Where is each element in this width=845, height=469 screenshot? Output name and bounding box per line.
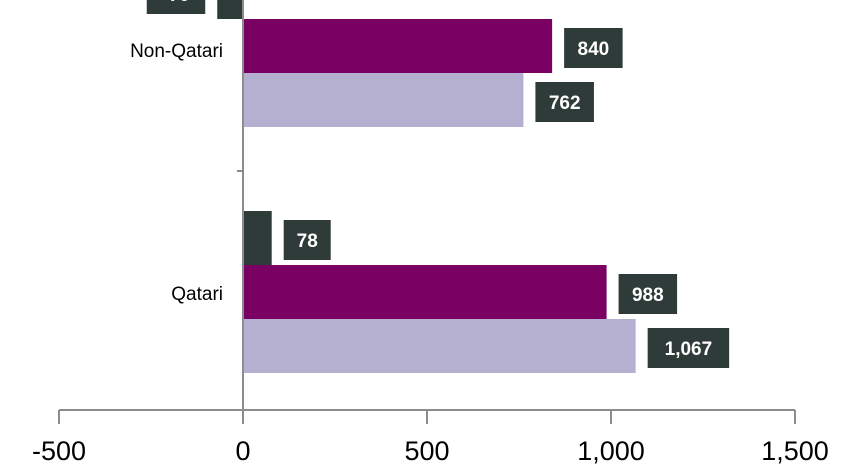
data-label-box (146, 0, 206, 14)
data-label-box (535, 82, 594, 122)
bar-qatari-1 (243, 265, 607, 319)
data-label: 988 (632, 285, 664, 306)
data-label: 78 (297, 231, 318, 252)
x-tick-label: 0 (235, 436, 250, 466)
data-label: -70 (162, 0, 189, 6)
data-label: 1,067 (665, 339, 713, 360)
bar-non-qatari-0 (217, 0, 243, 19)
x-tick-label: 1,000 (577, 436, 645, 466)
data-label-box (618, 274, 678, 314)
bar-non-qatari-1 (243, 19, 553, 73)
category-label: Non-Qatari (130, 41, 223, 62)
x-tick-label: -500 (32, 436, 86, 466)
data-label: 840 (578, 39, 610, 60)
data-label-box (564, 28, 623, 68)
category-label: Qatari (171, 284, 223, 305)
bar-qatari-2 (243, 319, 636, 373)
data-label: 762 (549, 93, 581, 114)
bar-qatari-0 (243, 211, 272, 265)
bar-non-qatari-2 (243, 73, 524, 127)
x-tick-label: 1,500 (761, 436, 829, 466)
data-label-box (283, 220, 331, 260)
data-label-box (647, 328, 730, 368)
x-tick-label: 500 (404, 436, 449, 466)
